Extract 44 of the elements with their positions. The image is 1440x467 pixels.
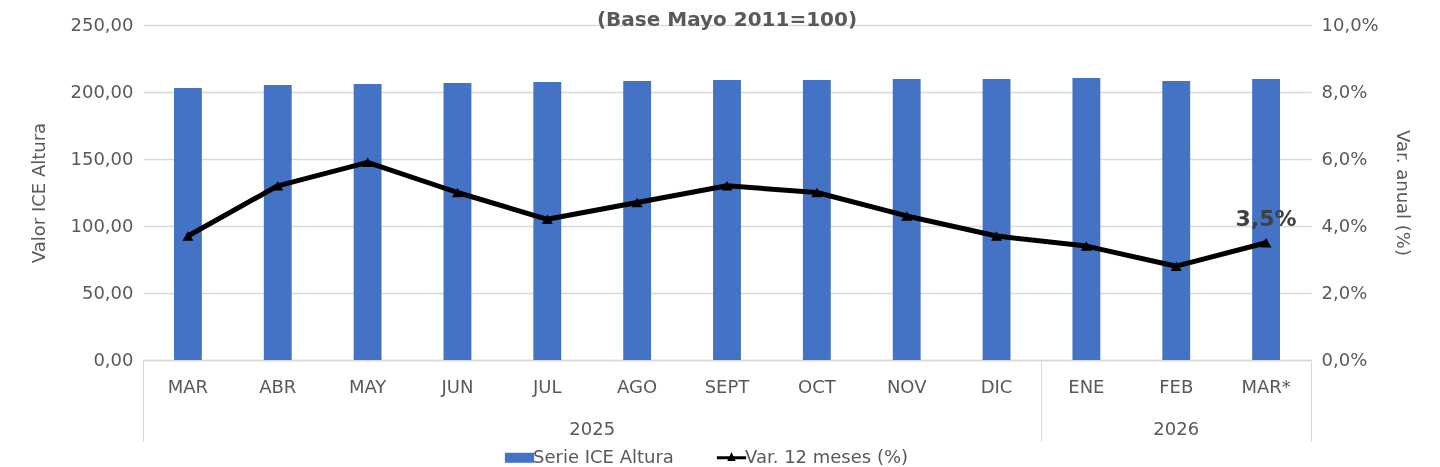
x-tick-label: SEPT (704, 375, 751, 397)
point (451, 187, 463, 198)
legend-label: Serie ICE Altura (533, 445, 674, 467)
x-tick-label: DIC (980, 375, 1013, 397)
x-tick-label: JUN (440, 375, 474, 397)
point (721, 181, 733, 191)
point (541, 214, 553, 225)
point (1260, 238, 1272, 248)
x-tick-label: ENE (1068, 375, 1105, 397)
x-tick-label: FEB (1159, 375, 1194, 397)
point (1080, 241, 1092, 251)
x-tick-label: NOV (886, 375, 928, 397)
point (811, 187, 823, 198)
legend-label: Var. 12 meses (%) (745, 445, 909, 467)
point (1170, 261, 1182, 271)
text: 2026 (1153, 418, 1200, 439)
point (362, 157, 374, 168)
y-tick-label: 50,00 (81, 281, 134, 303)
y2-tick-label: 2,0% (1321, 281, 1368, 303)
chart-title: (Base Mayo 2011=100) (596, 7, 858, 31)
y2-tick-label: 10,0% (1321, 13, 1379, 35)
x-tick-label: MAR* (1241, 375, 1291, 397)
text: 2025 (569, 418, 616, 439)
x-tick-label: OCT (797, 375, 837, 397)
y2-tick-label: 0,0% (1321, 348, 1368, 370)
y2-tick-label: 4,0% (1321, 214, 1368, 236)
y-tick-label: 200,00 (70, 80, 134, 102)
x-tick-label: ABR (259, 375, 297, 397)
point (901, 211, 913, 221)
y-tick-label: 0,00 (93, 348, 134, 370)
y2-tick-label: 6,0% (1321, 147, 1368, 169)
y2-axis-title: Var. anual (%) (1392, 130, 1414, 256)
y-tick-label: 100,00 (70, 214, 134, 236)
point (991, 231, 1003, 241)
x-tick-label: JUL (532, 375, 562, 397)
y-axis-title: Valor ICE Altura (27, 122, 49, 264)
y-tick-label: 250,00 (70, 13, 134, 35)
y-tick-label: 150,00 (70, 147, 134, 169)
point (631, 197, 643, 208)
y2-tick-label: 8,0% (1321, 80, 1368, 102)
x-tick-label: MAY (348, 375, 388, 397)
point (182, 231, 194, 241)
x-tick-label: AGO (617, 375, 658, 397)
x-tick-label: MAR (167, 375, 209, 397)
